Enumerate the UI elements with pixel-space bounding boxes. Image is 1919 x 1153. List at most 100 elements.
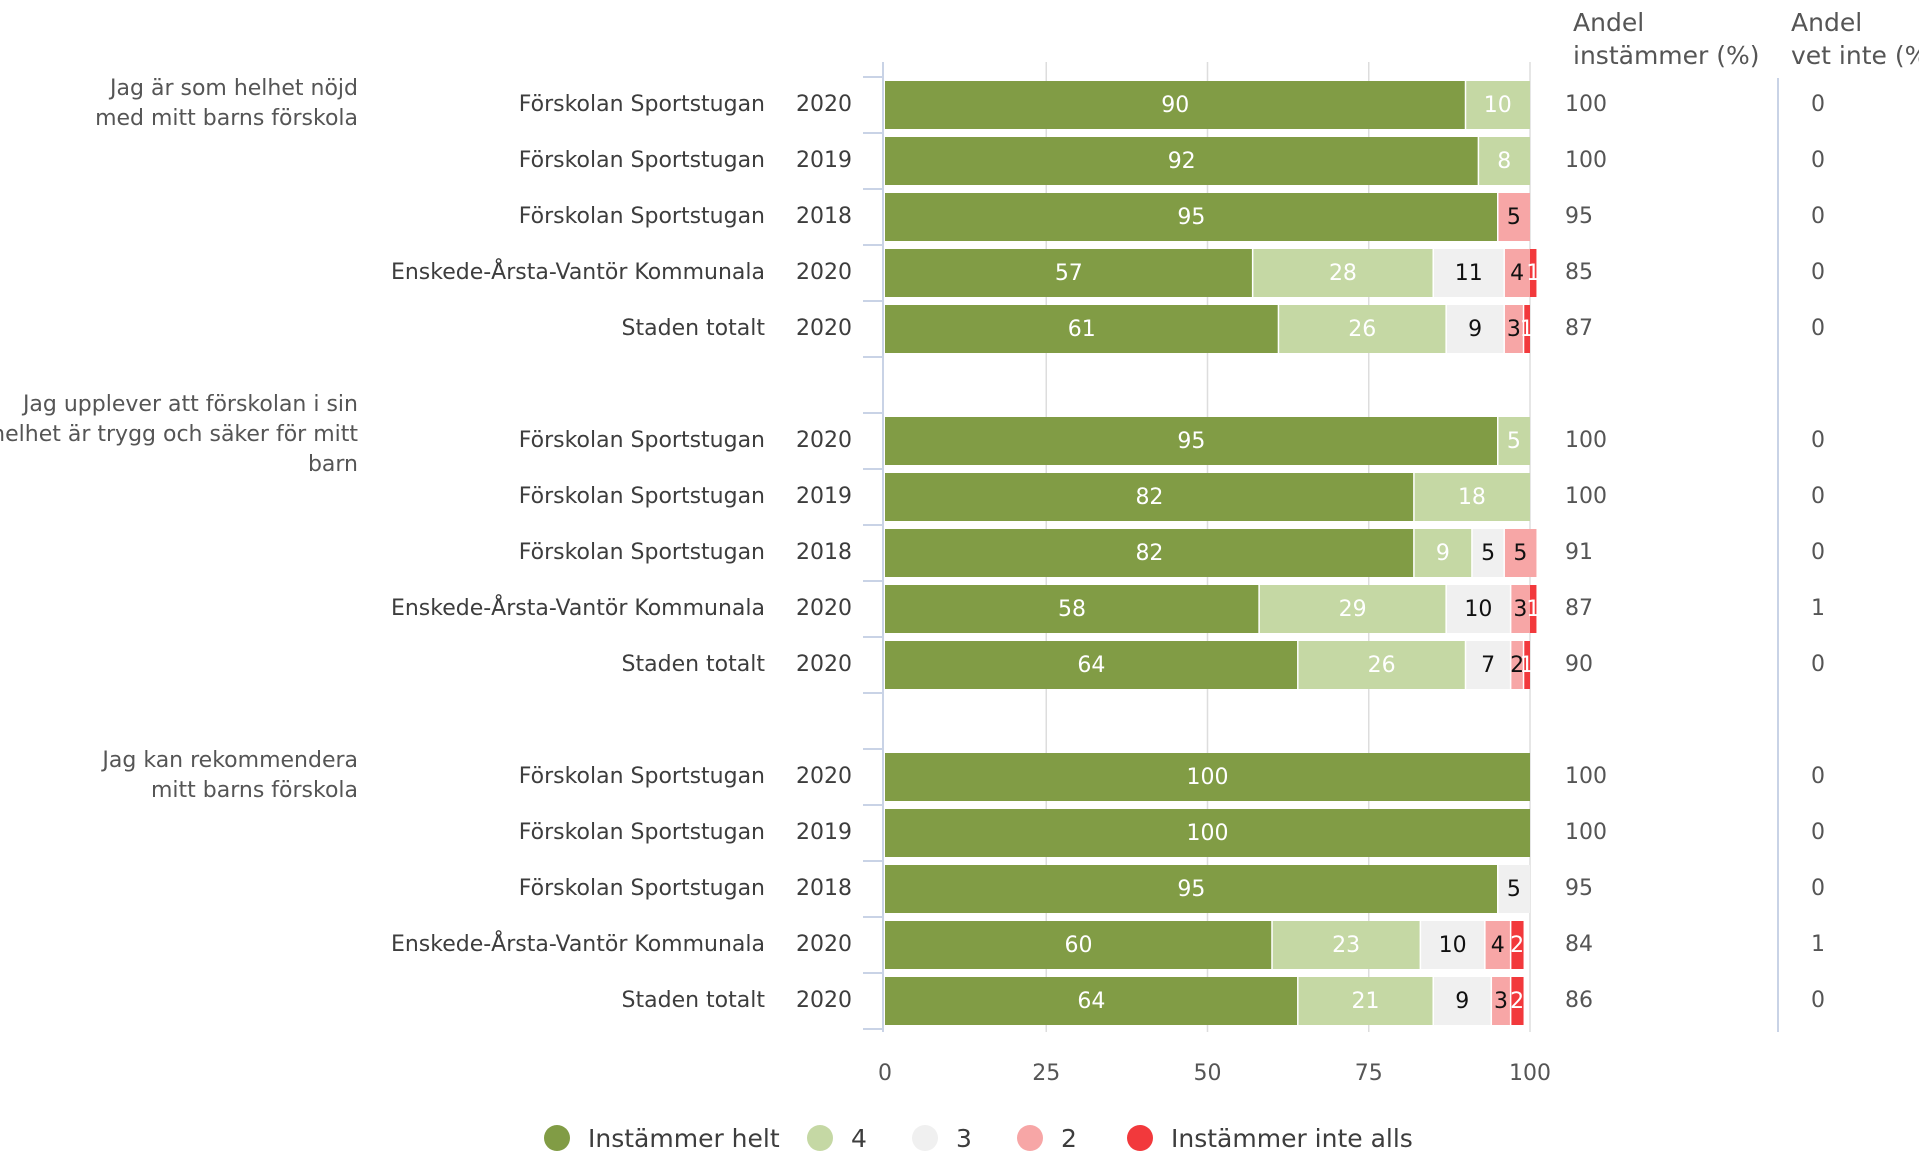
data-label: 2 (1510, 653, 1524, 678)
row-label: Enskede-Årsta-Vantör Kommunala (391, 594, 765, 621)
header-share-agree: Andel (1573, 8, 1644, 37)
share-agree-value: 91 (1565, 540, 1593, 565)
bar-segment (885, 193, 1498, 241)
x-tick-label: 75 (1355, 1061, 1383, 1086)
bar-segment (885, 865, 1498, 913)
row-year: 2020 (796, 764, 852, 789)
data-label: 10 (1464, 597, 1492, 622)
data-label: 2 (1510, 989, 1524, 1014)
bar-segment (885, 753, 1530, 801)
row-year: 2020 (796, 316, 852, 341)
data-label: 82 (1135, 485, 1163, 510)
row-year: 2020 (796, 652, 852, 677)
bar-segment (1278, 305, 1447, 353)
data-label: 7 (1481, 653, 1495, 678)
bar-segment (885, 81, 1466, 129)
legend-label: Instämmer inte alls (1171, 1124, 1413, 1153)
share-agree-value: 87 (1565, 596, 1593, 621)
data-label: 90 (1161, 93, 1189, 118)
question-label: Jag upplever att förskolan i sin (21, 392, 358, 417)
data-label: 3 (1507, 317, 1521, 342)
bar-segment (885, 977, 1298, 1025)
data-label: 95 (1177, 205, 1205, 230)
bar-segment (1510, 641, 1524, 689)
data-label: 10 (1439, 933, 1467, 958)
row-label: Förskolan Sportstugan (519, 540, 765, 565)
bar-segment (885, 641, 1298, 689)
legend-swatch[interactable] (807, 1125, 833, 1151)
row-year: 2019 (796, 148, 852, 173)
bar-segment (1530, 249, 1537, 297)
data-label: 9 (1468, 317, 1482, 342)
data-label: 23 (1332, 933, 1360, 958)
data-label: 29 (1339, 597, 1367, 622)
data-label: 5 (1513, 541, 1527, 566)
share-agree-value: 100 (1565, 148, 1607, 173)
header-share-dont-know: vet inte (%) (1791, 41, 1919, 70)
share-agree-value: 87 (1565, 316, 1593, 341)
bar-segment (1420, 921, 1485, 969)
data-label: 3 (1513, 597, 1527, 622)
legend-swatch[interactable] (1017, 1125, 1043, 1151)
data-label: 9 (1455, 989, 1469, 1014)
data-label: 4 (1491, 933, 1505, 958)
row-label: Förskolan Sportstugan (519, 876, 765, 901)
bar-segment (1510, 921, 1524, 969)
data-label: 5 (1507, 429, 1521, 454)
bar-segment (1465, 641, 1511, 689)
data-label: 1 (1520, 317, 1534, 342)
bar-segment (1465, 81, 1530, 129)
row-year: 2020 (796, 988, 852, 1013)
row-label: Förskolan Sportstugan (519, 92, 765, 117)
row-label: Förskolan Sportstugan (519, 148, 765, 173)
share-dont-know-value: 0 (1811, 260, 1825, 285)
share-agree-value: 100 (1565, 484, 1607, 509)
data-label: 5 (1507, 877, 1521, 902)
share-agree-value: 100 (1565, 92, 1607, 117)
share-agree-value: 90 (1565, 652, 1593, 677)
share-dont-know-value: 0 (1811, 92, 1825, 117)
share-agree-value: 100 (1565, 820, 1607, 845)
bar-segment (1259, 585, 1447, 633)
bar-segment (1478, 137, 1530, 185)
row-label: Förskolan Sportstugan (519, 484, 765, 509)
share-dont-know-value: 0 (1811, 764, 1825, 789)
bar-segment (1510, 977, 1524, 1025)
bar-segment (885, 417, 1498, 465)
legend-label: 4 (851, 1124, 867, 1153)
share-agree-value: 95 (1565, 876, 1593, 901)
row-year: 2018 (796, 540, 852, 565)
bar-segment (1484, 921, 1511, 969)
row-label: Enskede-Årsta-Vantör Kommunala (391, 930, 765, 957)
bar-segment (885, 473, 1414, 521)
bar-segment (1272, 921, 1421, 969)
row-label: Staden totalt (622, 652, 766, 677)
share-agree-value: 95 (1565, 204, 1593, 229)
legend-swatch[interactable] (544, 1125, 570, 1151)
x-tick-label: 25 (1032, 1061, 1060, 1086)
share-dont-know-value: 0 (1811, 316, 1825, 341)
share-agree-value: 85 (1565, 260, 1593, 285)
row-year: 2020 (796, 428, 852, 453)
x-tick-label: 50 (1194, 1061, 1222, 1086)
legend-label: 2 (1061, 1124, 1077, 1153)
legend-swatch[interactable] (912, 1125, 938, 1151)
question-label: mitt barns förskola (151, 778, 358, 803)
bar-segment (885, 137, 1479, 185)
x-tick-label: 100 (1509, 1061, 1551, 1086)
bar-segment (1433, 249, 1505, 297)
data-label: 2 (1510, 933, 1524, 958)
legend-swatch[interactable] (1127, 1125, 1153, 1151)
row-label: Förskolan Sportstugan (519, 204, 765, 229)
row-label: Förskolan Sportstugan (519, 428, 765, 453)
share-dont-know-value: 0 (1811, 540, 1825, 565)
bar-segment (885, 809, 1530, 857)
row-label: Förskolan Sportstugan (519, 764, 765, 789)
share-dont-know-value: 0 (1811, 484, 1825, 509)
share-dont-know-value: 0 (1811, 652, 1825, 677)
bar-segment (1491, 977, 1511, 1025)
bar-segment (885, 249, 1253, 297)
data-label: 100 (1187, 765, 1229, 790)
data-label: 57 (1055, 261, 1083, 286)
bar-segment (1523, 305, 1530, 353)
